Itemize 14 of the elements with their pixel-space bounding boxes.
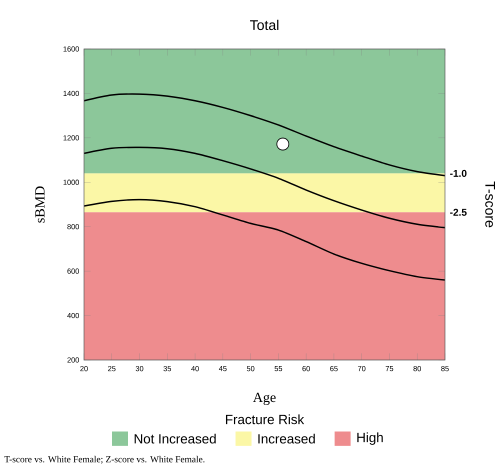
y2-tick-label: -2.5 [450, 208, 467, 216]
legend-label: Increased [258, 434, 315, 444]
legend-title: Fracture Risk [226, 414, 304, 424]
legend-label: Not Increased [134, 434, 216, 444]
line-series [84, 146, 445, 228]
chart-title: Total [250, 20, 278, 30]
text: T-score vs. White Female; Z-score vs. White Female. [4, 456, 204, 464]
legend-label: High [357, 432, 383, 445]
y-axis-title: sBMD [35, 186, 45, 223]
y2-tick-label: -1.0 [450, 170, 467, 177]
line-series [84, 198, 445, 281]
x-axis-title: Age [252, 392, 276, 405]
y2-axis-title: T-score [485, 181, 495, 228]
line-series [84, 93, 445, 176]
